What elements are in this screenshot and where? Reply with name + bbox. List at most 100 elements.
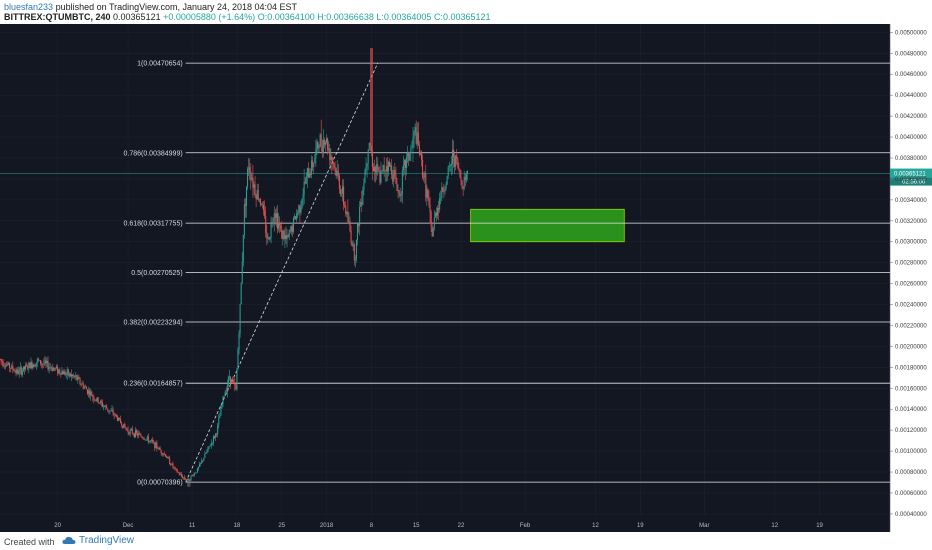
candle-body (197, 466, 199, 469)
candle-body (430, 212, 432, 227)
candle-body (91, 391, 93, 397)
candle-body (315, 148, 317, 158)
candle-body (338, 175, 340, 189)
candle-body (128, 432, 130, 435)
fib-retracement[interactable]: 1(0.00470654) 0.786(0.00384999) 0.618(0.00… (124, 61, 890, 487)
candle-body (256, 189, 258, 200)
candle-body (238, 333, 240, 350)
candle-body (319, 134, 321, 148)
candle-body (279, 222, 281, 226)
candle-body (189, 480, 191, 481)
candle-body (298, 205, 300, 212)
price-tick-label: 0.00400000 (895, 135, 927, 141)
candle-body (299, 205, 301, 213)
candle-body (170, 464, 172, 465)
candle-body (412, 138, 414, 148)
candle-body (27, 365, 29, 369)
candle-body (221, 404, 223, 408)
candle-body (130, 428, 132, 431)
candle-body (60, 372, 62, 375)
candle-body (165, 456, 167, 458)
tradingview-brand[interactable]: TradingView (62, 535, 134, 546)
candle-body (434, 213, 436, 218)
candle-body (136, 430, 138, 434)
candle-body (459, 169, 461, 177)
candle-body (273, 213, 275, 223)
candle-body (41, 363, 43, 365)
candle-body (188, 478, 190, 481)
time-axis[interactable] (0, 516, 890, 532)
candle-body (180, 474, 182, 477)
candle-body (193, 473, 195, 476)
candle-body (217, 424, 219, 435)
candle-body (407, 152, 409, 158)
candle-body (94, 399, 96, 401)
candle-body (375, 166, 377, 173)
candle-body (243, 204, 245, 235)
candle-body (355, 239, 357, 260)
author-link[interactable]: bluesfan233 (4, 2, 54, 12)
candle-body (313, 163, 315, 168)
candle-body (66, 369, 68, 374)
candle-body (0, 358, 1, 360)
candle-body (36, 359, 38, 363)
candle-body (224, 391, 226, 397)
candle-body (460, 176, 462, 181)
candle-body (438, 207, 440, 210)
price-tick-label: 0.00320000 (895, 219, 927, 225)
candle-body (373, 166, 375, 172)
price-change: +0.00005880 (+1.64%) (163, 12, 256, 22)
candle-body (4, 366, 6, 367)
candle-body (75, 375, 77, 377)
time-tick-label: 12 (592, 523, 599, 529)
candle-body (145, 439, 147, 440)
candle-body (236, 369, 238, 390)
price-axis[interactable] (890, 24, 932, 532)
candle-body (5, 364, 7, 367)
candle-body (247, 168, 249, 187)
candle-body (111, 410, 113, 411)
candle-body (324, 142, 326, 145)
candle-body (28, 362, 30, 369)
candle-body (115, 414, 117, 417)
price-tick-label: 0.00200000 (895, 344, 927, 350)
candle-body (405, 160, 407, 169)
candle-body (227, 376, 229, 385)
price-tick-label: 0.00300000 (895, 240, 927, 246)
candle-body (278, 222, 280, 229)
price-chart[interactable]: 1(0.00470654) 0.786(0.00384999) 0.618(0.00… (0, 24, 932, 532)
candle-body (154, 442, 156, 449)
candle-body (296, 213, 298, 220)
candle-body (149, 440, 151, 442)
trend-line-layer[interactable] (185, 62, 379, 483)
candle-body (350, 230, 352, 243)
candle-body (25, 365, 27, 370)
candle-body (392, 174, 394, 182)
candle-body (196, 468, 198, 473)
candle-body (65, 373, 67, 376)
candle-body (464, 176, 466, 181)
candle-body (297, 211, 299, 214)
candle-body (352, 244, 354, 246)
candle-body (291, 226, 293, 232)
candle-body (140, 434, 142, 437)
candle-body (35, 362, 37, 367)
candle-body (349, 221, 351, 231)
candle-body (234, 383, 236, 386)
candle-body (219, 415, 221, 419)
candle-body (226, 384, 228, 392)
candle-body (104, 406, 106, 407)
time-tick-label: Feb (520, 523, 531, 529)
candles (0, 48, 468, 487)
candle-body (51, 367, 53, 371)
candle-body (317, 142, 319, 149)
candle-body (171, 463, 173, 465)
candle-body (84, 387, 86, 388)
candle-body (77, 377, 79, 380)
candle-body (220, 407, 222, 416)
time-tick-label: 20 (54, 523, 61, 529)
candle-body (415, 126, 417, 144)
candle-body (311, 160, 313, 175)
candle-body (107, 408, 109, 411)
candle-body (142, 437, 144, 439)
